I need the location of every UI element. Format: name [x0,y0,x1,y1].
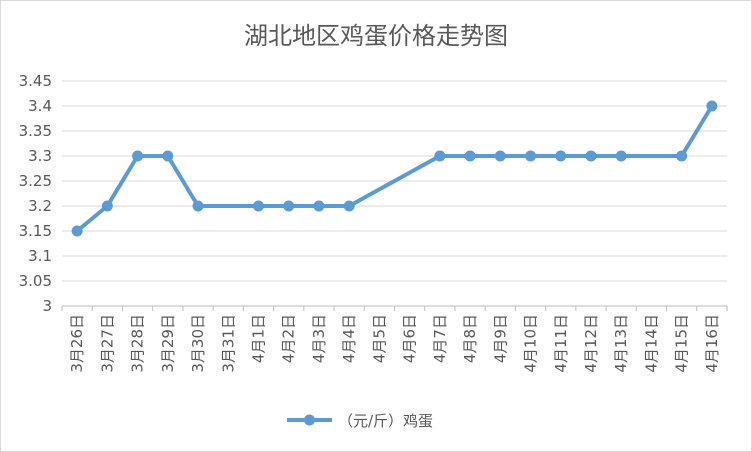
x-tick-label: 4月3日 [310,314,328,363]
data-point [343,200,355,212]
data-point [464,150,476,162]
x-axis-ticks: 3月26日 3月27日 3月28日 3月29日 3月30日 3月31日 4月1日 4月2日 4月… [68,314,721,373]
x-tick-label: 4月14日 [642,314,660,373]
data-point [555,150,567,162]
y-tick-label: 3.25 [19,172,52,190]
x-tick-label: 3月29日 [159,314,177,373]
legend: （元/斤）鸡蛋 [287,412,433,430]
x-tick-label: 4月12日 [582,314,600,373]
data-point [434,150,446,162]
x-tick-label: 3月27日 [98,314,116,373]
x-tick-label: 4月2日 [280,314,298,363]
x-tick-label: 4月6日 [401,314,419,363]
x-axis [61,305,728,311]
chart-title: 湖北地区鸡蛋价格走势图 [244,22,508,50]
x-tick-label: 4月8日 [461,314,479,363]
x-tick-label: 4月4日 [340,314,358,363]
data-point [585,150,597,162]
x-tick-label: 4月10日 [522,314,540,373]
y-tick-label: 3.1 [28,247,52,265]
x-tick-label: 3月30日 [189,314,207,373]
legend-label: （元/斤）鸡蛋 [338,412,433,430]
x-tick-label: 3月31日 [219,314,237,373]
y-tick-label: 3.45 [19,72,52,90]
data-point [313,200,325,212]
y-tick-label: 3.35 [19,122,52,140]
x-tick-label: 4月15日 [673,314,691,373]
data-point [71,225,83,237]
y-tick-label: 3.05 [19,272,52,290]
x-tick-label: 4月7日 [431,314,449,363]
y-axis-ticks: 3 3.05 3.1 3.15 3.2 3.25 3.3 3.35 3.4 3.45 [19,72,52,315]
data-point [162,150,174,162]
x-tick-label: 4月9日 [491,314,509,363]
x-tick-label: 4月5日 [370,314,388,363]
y-tick-label: 3 [42,297,52,315]
data-point [706,100,718,112]
data-point [283,200,295,212]
series-line [75,104,714,233]
x-tick-label: 4月1日 [249,314,267,363]
data-point [525,150,537,162]
y-tick-label: 3.2 [28,197,52,215]
y-tick-label: 3.4 [28,97,52,115]
x-tick-label: 4月16日 [703,314,721,373]
data-point [192,200,204,212]
data-point [132,150,144,162]
x-tick-label: 3月26日 [68,314,86,373]
legend-dot-marker [304,414,315,426]
data-point [494,150,506,162]
x-tick-label: 3月28日 [129,314,147,373]
data-point [252,200,264,212]
y-tick-label: 3.15 [19,222,52,240]
data-point [676,150,688,162]
data-point [615,150,627,162]
y-tick-label: 3.3 [28,147,52,165]
x-tick-label: 4月11日 [552,314,570,373]
x-tick-label: 4月13日 [612,314,630,373]
data-point [101,200,113,212]
series-layer [71,100,718,237]
